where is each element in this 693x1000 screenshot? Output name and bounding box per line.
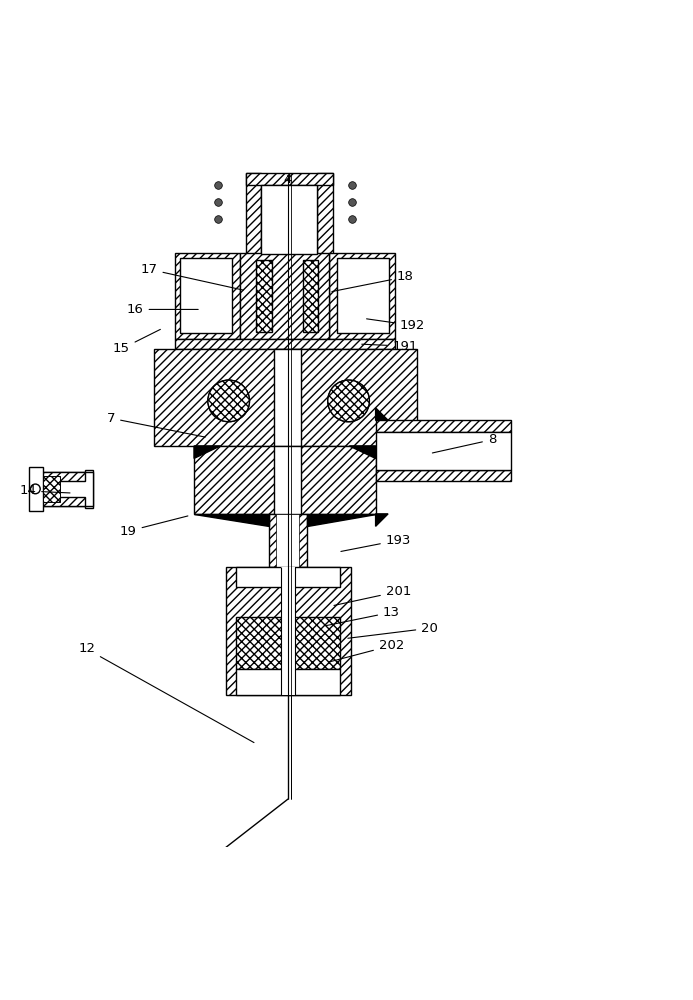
Bar xyxy=(175,339,395,349)
Text: 15: 15 xyxy=(113,329,160,355)
Bar xyxy=(226,567,351,695)
Bar xyxy=(42,472,93,506)
Text: 20: 20 xyxy=(348,622,438,638)
Text: 8: 8 xyxy=(432,433,496,453)
Bar xyxy=(274,349,301,446)
Bar xyxy=(29,467,43,511)
Bar xyxy=(329,253,395,339)
Bar xyxy=(376,470,511,481)
Text: 13: 13 xyxy=(326,606,400,626)
Polygon shape xyxy=(194,514,269,526)
Text: 19: 19 xyxy=(120,516,188,538)
Bar xyxy=(376,432,511,470)
Circle shape xyxy=(328,380,369,422)
Bar xyxy=(303,260,318,332)
Polygon shape xyxy=(307,514,376,526)
Bar xyxy=(236,617,340,669)
Circle shape xyxy=(328,380,369,422)
Text: 17: 17 xyxy=(141,263,243,290)
Text: 192: 192 xyxy=(367,319,425,332)
Circle shape xyxy=(208,380,249,422)
Circle shape xyxy=(30,484,40,494)
Bar xyxy=(42,497,85,506)
Bar xyxy=(317,173,333,254)
Polygon shape xyxy=(349,446,376,458)
Bar xyxy=(269,514,307,567)
Text: 4: 4 xyxy=(283,173,292,186)
Bar xyxy=(256,260,272,332)
Bar xyxy=(337,258,389,333)
Bar xyxy=(154,349,417,446)
Text: 201: 201 xyxy=(334,585,411,605)
Bar xyxy=(194,446,376,514)
Polygon shape xyxy=(376,408,388,420)
Bar xyxy=(85,470,93,508)
Bar xyxy=(43,476,60,502)
Circle shape xyxy=(208,380,249,422)
Text: 14: 14 xyxy=(19,484,70,497)
Text: 7: 7 xyxy=(107,412,205,437)
Bar xyxy=(276,514,299,567)
Polygon shape xyxy=(376,514,388,526)
Bar xyxy=(180,258,232,333)
Text: 18: 18 xyxy=(332,270,414,292)
Bar xyxy=(274,446,301,514)
Bar xyxy=(236,567,340,587)
Bar xyxy=(261,185,317,254)
Text: 202: 202 xyxy=(328,639,404,662)
Text: 12: 12 xyxy=(78,642,254,743)
Bar xyxy=(236,669,340,695)
Bar xyxy=(175,253,240,339)
Bar xyxy=(281,567,295,695)
Bar xyxy=(376,420,511,432)
Text: 16: 16 xyxy=(127,303,198,316)
Bar xyxy=(246,173,261,254)
Text: 191: 191 xyxy=(362,340,418,353)
Bar xyxy=(240,253,329,339)
Polygon shape xyxy=(194,446,220,458)
Bar xyxy=(42,472,85,481)
Bar xyxy=(246,173,333,185)
Text: 193: 193 xyxy=(341,534,411,551)
